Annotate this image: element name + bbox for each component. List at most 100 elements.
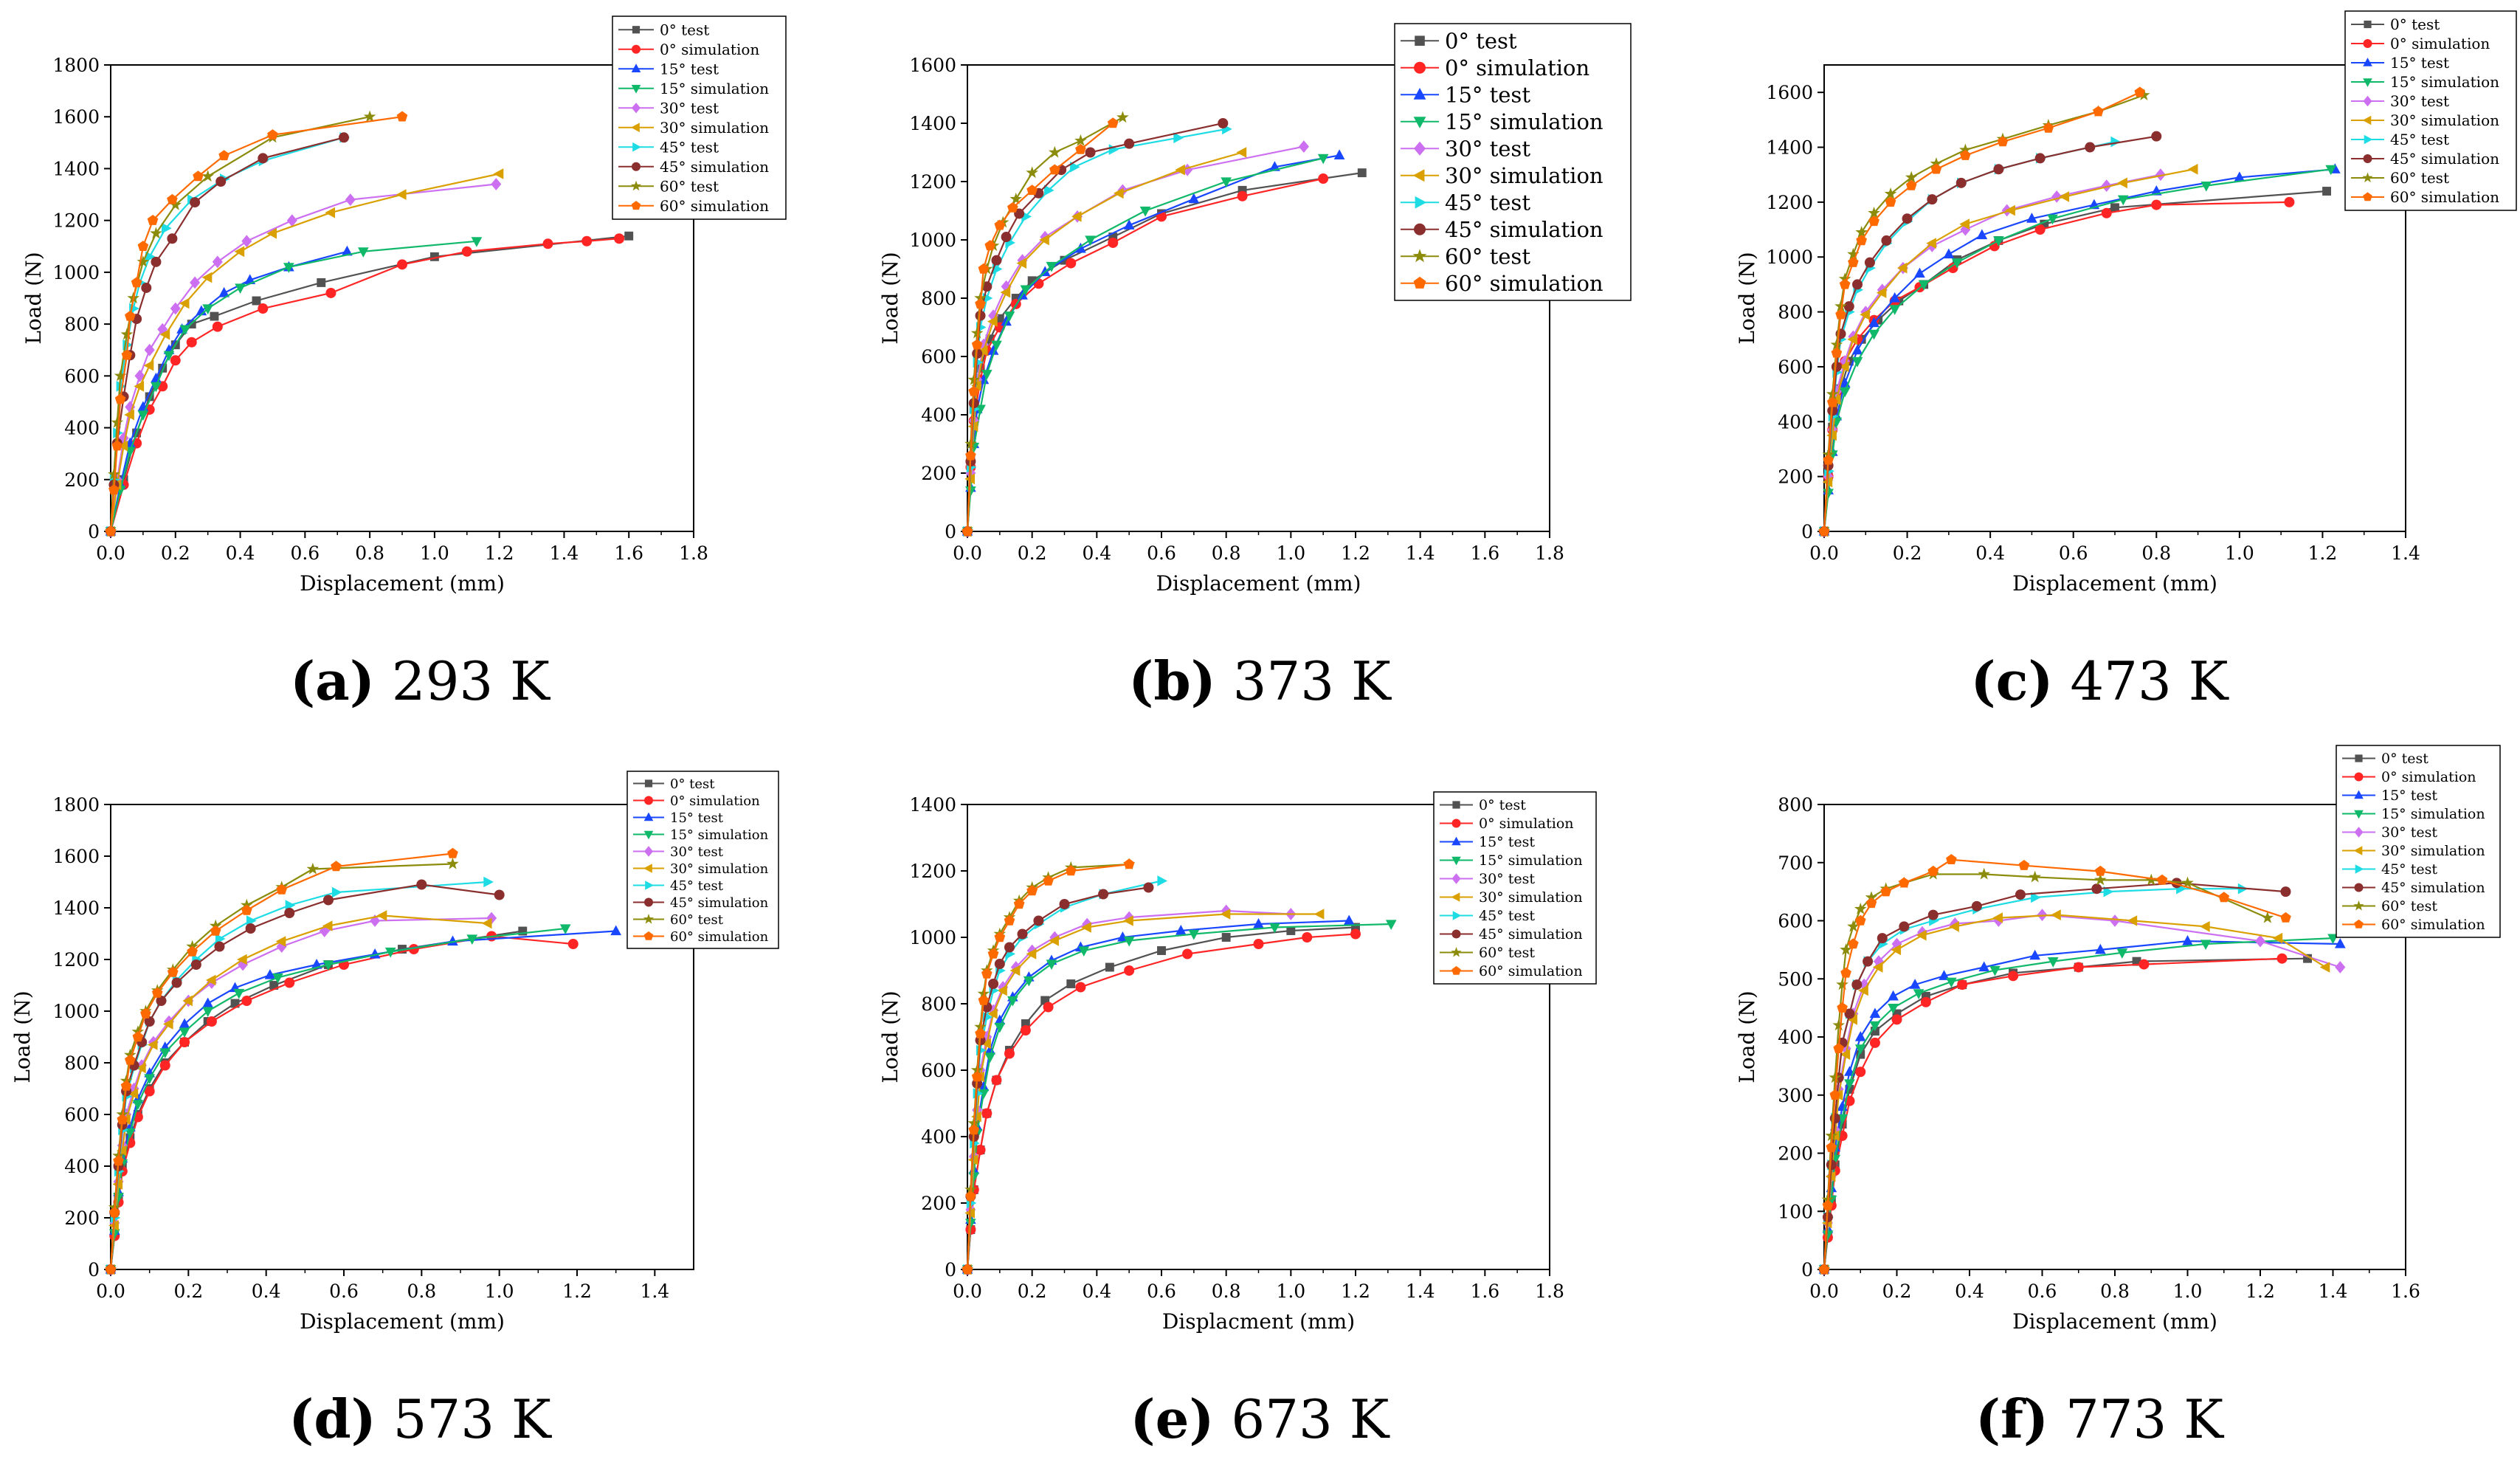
data-point [1851,356,1863,368]
data-point [2322,187,2332,196]
data-point [137,255,150,267]
data-point [1237,185,1247,195]
series-line [966,122,1223,532]
legend-marker [2354,919,2364,928]
legend-label: 0° test [660,21,709,38]
legend-label: 60° simulation [660,197,769,215]
data-point [111,416,124,428]
legend-label: 45° test [2381,861,2437,878]
legend-label: 30° simulation [1445,163,1604,188]
data-point [1302,932,1313,943]
data-point [167,193,178,204]
data-point [159,1060,170,1071]
legend-marker [2355,864,2364,874]
data-point [1039,234,1049,246]
data-point [994,959,1005,969]
data-point [2008,971,2019,982]
data-point [1007,996,1018,1007]
series-6 [106,876,494,1275]
data-point [1317,154,1329,165]
data-point [1071,211,1082,222]
legend-marker [1451,929,1461,939]
data-point [2181,876,2194,889]
legend-marker [644,796,653,805]
data-point [2073,962,2084,973]
series-line [109,183,497,532]
legend-label: 15° test [1479,834,1535,850]
data-point [114,393,126,404]
data-point [1385,920,1397,930]
data-point [2134,86,2146,97]
data-point [975,404,986,416]
legend-label: 45° test [1445,190,1530,215]
y-tick-label: 0 [945,1259,956,1281]
data-point [218,286,229,297]
data-point [105,1264,117,1275]
data-point [2034,224,2046,235]
x-tick-label: 1.0 [1276,1281,1305,1302]
data-point [237,954,247,965]
data-point [614,233,625,244]
x-tick-label: 0.6 [329,1281,359,1302]
data-point [987,1008,998,1019]
data-point [144,1016,155,1027]
legend-label: 60° simulation [670,929,769,945]
data-point [1221,177,1232,188]
data-point [325,287,336,298]
data-point [1868,207,1880,218]
data-point [2327,934,2338,945]
data-point [284,908,295,918]
legend-label: 0° test [1445,28,1517,53]
data-point [1829,1089,1841,1100]
legend-marker [2363,192,2372,201]
data-point [1896,262,1908,274]
data-point [179,1027,190,1038]
data-point [1826,396,1838,407]
series-0 [106,926,528,1274]
caption-a: (a) 293 K [0,649,840,712]
legend-marker [2354,827,2364,838]
legend-marker [643,864,652,873]
data-point [1220,909,1231,920]
data-point [1116,111,1129,123]
data-point [1040,996,1050,1005]
data-point [2151,199,2162,210]
data-point [136,1062,146,1074]
series-8 [104,110,376,537]
legend-label: 60° simulation [1479,963,1583,979]
legend-marker [1414,223,1426,235]
panel-b-373k: 0.0 0.2 0.4 0.6 0.8 1.0 1.2 1.4 1.6 1.8 0 200 400 600… [878,23,1632,596]
y-tick-label: 0 [88,521,100,542]
data-point [1157,875,1167,886]
y-tick-label: 500 [1778,968,1813,990]
data-point [187,945,198,957]
data-point [1852,279,1863,290]
data-point [1839,278,1851,289]
data-point [975,1145,986,1155]
data-point [968,1172,980,1182]
data-point [1902,213,1913,224]
x-tick-label: 1.4 [550,542,579,564]
x-tick-label: 0.4 [252,1281,281,1302]
data-point [1840,967,1851,978]
legend-marker [1412,249,1427,263]
series-5 [962,147,1247,537]
data-point [1993,164,2004,175]
data-point [1868,329,1879,340]
series-0 [1820,187,2332,536]
x-tick-label: 0.2 [1018,542,1047,564]
data-point [283,263,294,273]
y-tick-label: 0 [1801,521,1813,542]
data-point [151,987,163,998]
data-point [2138,89,2150,100]
series-line [1823,888,2243,1270]
legend-box [1394,23,1632,301]
data-point [1237,190,1248,201]
legend-label: 15° test [1445,82,1530,107]
data-point [1021,1019,1030,1028]
data-point [269,981,279,990]
series-2 [1818,935,2346,1274]
y-tick-label: 600 [921,1060,956,1081]
caption-e: (e) 673 K [840,1388,1680,1450]
